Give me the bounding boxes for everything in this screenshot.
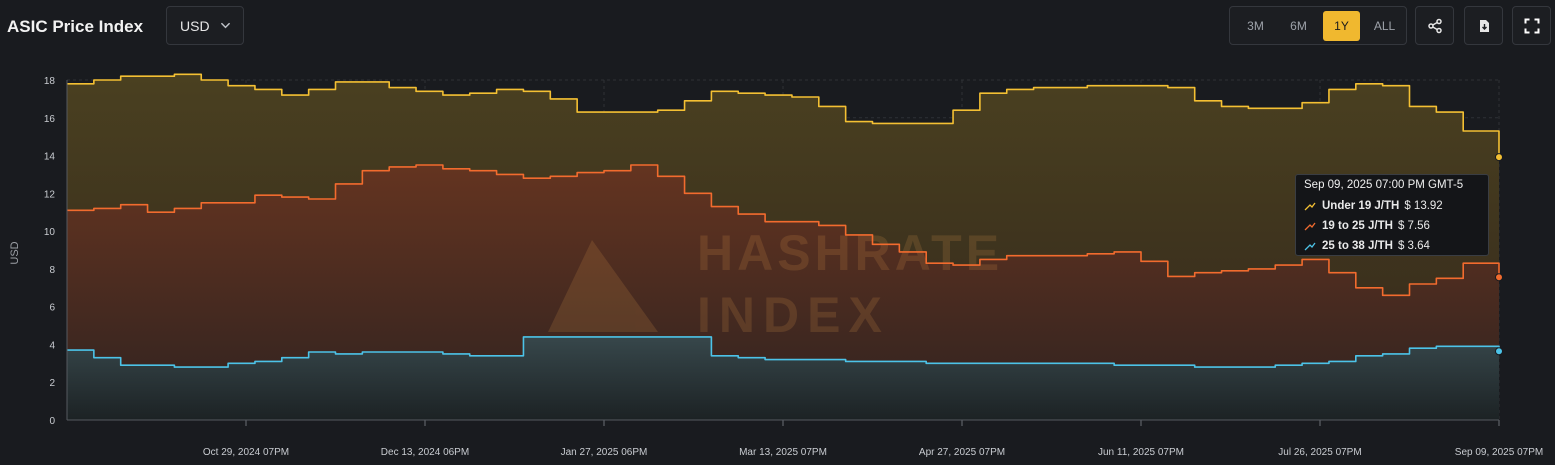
y-tick-label: 16 (44, 114, 56, 125)
tooltip-series-name: 25 to 38 J/TH (1322, 240, 1393, 252)
page-title: ASIC Price Index (7, 17, 144, 36)
series-lines (67, 73, 1500, 368)
currency-select[interactable]: USD (166, 6, 244, 45)
tooltip-series-value: $ 7.56 (1397, 220, 1430, 232)
y-tick-label: 12 (44, 189, 56, 200)
hover-point[interactable] (1495, 153, 1503, 162)
tooltip-row: 25 to 38 J/TH $ 3.64 (1304, 236, 1480, 256)
x-tick-label: Mar 13, 2025 07PM (739, 447, 827, 458)
line-series-icon (1304, 222, 1316, 231)
line-under-19 (67, 73, 1500, 158)
fullscreen-button[interactable] (1512, 6, 1551, 45)
download-icon (1479, 19, 1489, 32)
x-tick-label: Jul 26, 2025 07PM (1278, 447, 1361, 458)
x-tick-label: Sep 09, 2025 07PM (1455, 447, 1543, 458)
chevron-down-icon (221, 22, 230, 29)
x-tick-label: Oct 29, 2024 07PM (203, 447, 289, 458)
range-1y-button[interactable]: 1Y (1323, 10, 1360, 41)
tooltip-title: Sep 09, 2025 07:00 PM GMT-5 (1304, 179, 1464, 191)
line-series-icon (1304, 242, 1316, 251)
x-tick-label: Apr 27, 2025 07PM (919, 447, 1005, 458)
y-tick-label: 14 (44, 152, 56, 163)
area-under-19 (67, 74, 1499, 296)
watermark-word-1: HASHRATE (697, 225, 1003, 281)
y-tick-label: 4 (49, 340, 55, 351)
line-19-to-25 (67, 164, 1500, 297)
area-19-to-25 (67, 165, 1499, 368)
tooltip-series-value: $ 3.64 (1397, 240, 1430, 252)
y-tick-label: 0 (49, 416, 55, 427)
tooltip-row: 19 to 25 J/TH $ 7.56 (1304, 216, 1480, 236)
y-axis-label: USD (9, 241, 21, 264)
share-icon (1427, 18, 1442, 33)
hover-point[interactable] (1495, 347, 1503, 356)
line-25-to-38 (67, 336, 1500, 368)
currency-value: USD (180, 17, 210, 34)
range-selector: 3M 6M 1Y ALL (1229, 6, 1407, 45)
area-25-to-38 (67, 336, 1499, 420)
tooltip-series-value: $ 13.92 (1404, 200, 1443, 212)
y-tick-label: 8 (49, 265, 55, 276)
axes: 0 2 4 6 8 10 12 14 16 18 Oct 29, 2024 07PM Dec 13, … (44, 76, 1543, 458)
y-tick-label: 18 (44, 76, 56, 87)
y-tick-label: 6 (49, 303, 55, 314)
tooltip-series-name: Under 19 J/TH (1322, 200, 1400, 212)
x-tick-label: Jun 11, 2025 07PM (1098, 447, 1184, 458)
download-button[interactable] (1464, 6, 1503, 45)
hover-point[interactable] (1495, 273, 1503, 282)
y-tick-label: 2 (49, 378, 55, 389)
watermark-logo (548, 240, 658, 332)
fullscreen-icon (1524, 18, 1539, 33)
chart-tooltip: Sep 09, 2025 07:00 PM GMT-5 Under 19 J/T… (1295, 174, 1489, 256)
range-3m-button[interactable]: 3M (1247, 18, 1264, 33)
x-tick-label: Jan 27, 2025 06PM (561, 447, 648, 458)
x-tick-label: Dec 13, 2024 06PM (381, 447, 469, 458)
watermark-word-2: INDEX (697, 287, 890, 343)
share-button[interactable] (1415, 6, 1454, 45)
tooltip-row: Under 19 J/TH $ 13.92 (1304, 196, 1480, 216)
line-series-icon (1304, 202, 1316, 211)
range-6m-button[interactable]: 6M (1290, 18, 1307, 33)
series-areas (67, 74, 1499, 420)
range-all-button[interactable]: ALL (1373, 18, 1396, 33)
tooltip-series-name: 19 to 25 J/TH (1322, 220, 1393, 232)
hover-points (1495, 153, 1503, 356)
y-tick-label: 10 (44, 227, 56, 238)
